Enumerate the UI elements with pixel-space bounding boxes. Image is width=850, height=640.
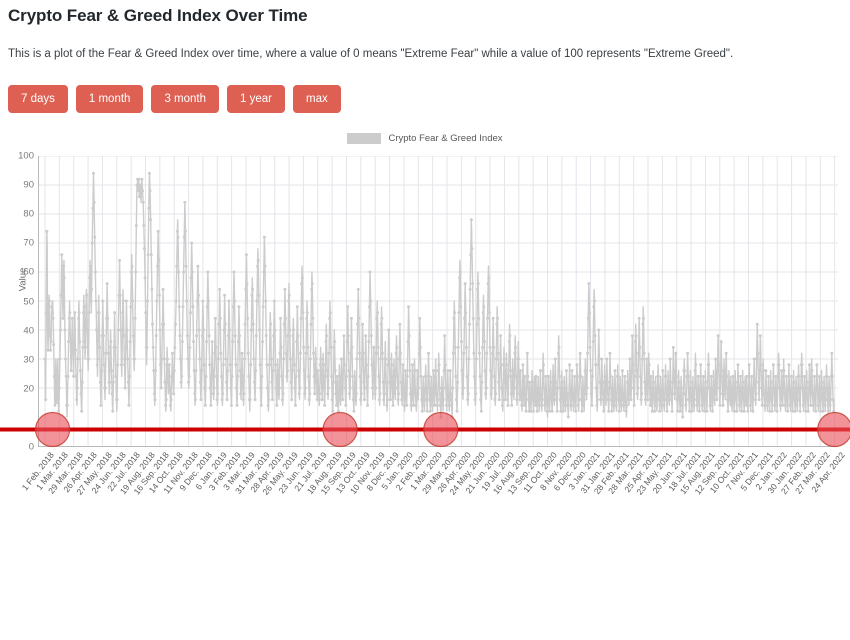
series-line [43,171,836,419]
y-tick-20: 20 [23,383,34,395]
range-button-1-month[interactable]: 1 month [75,85,144,113]
y-tick-90: 90 [23,179,34,191]
legend-label: Crypto Fear & Greed Index [388,133,503,144]
chart-legend: Crypto Fear & Greed Index [0,133,850,144]
plot-area: Value 100 90 80 70 60 50 40 30 20 0 [17,151,838,453]
y-tick-30: 30 [23,354,34,366]
y-tick-50: 50 [23,296,34,307]
y-tick-70: 70 [23,237,34,249]
y-tick-40: 40 [23,325,34,337]
legend-swatch-icon [347,133,382,144]
range-button-group: 7 days 1 month 3 month 1 year max [8,85,341,113]
y-tick-0: 0 [28,441,34,453]
range-button-3-month[interactable]: 3 month [151,85,220,113]
page-title: Crypto Fear & Greed Index Over Time [8,6,308,25]
chart-container: Crypto Fear & Greed Index Value 100 90 80 7… [0,130,850,511]
range-button-1-year[interactable]: 1 year [227,85,285,113]
y-tick-100: 100 [18,150,34,162]
range-button-max[interactable]: max [292,85,341,113]
range-button-7-days[interactable]: 7 days [8,85,68,113]
page-description: This is a plot of the Fear & Greed Index… [8,48,734,60]
x-axis-ticks: 1 Feb. 2018 1 Mar. 2018 29 Mar. 2018 26 Apr… [20,450,847,640]
y-tick-80: 80 [23,208,34,220]
y-tick-60: 60 [23,266,34,278]
fear-greed-page: Crypto Fear & Greed Index Over Time This… [0,6,850,511]
